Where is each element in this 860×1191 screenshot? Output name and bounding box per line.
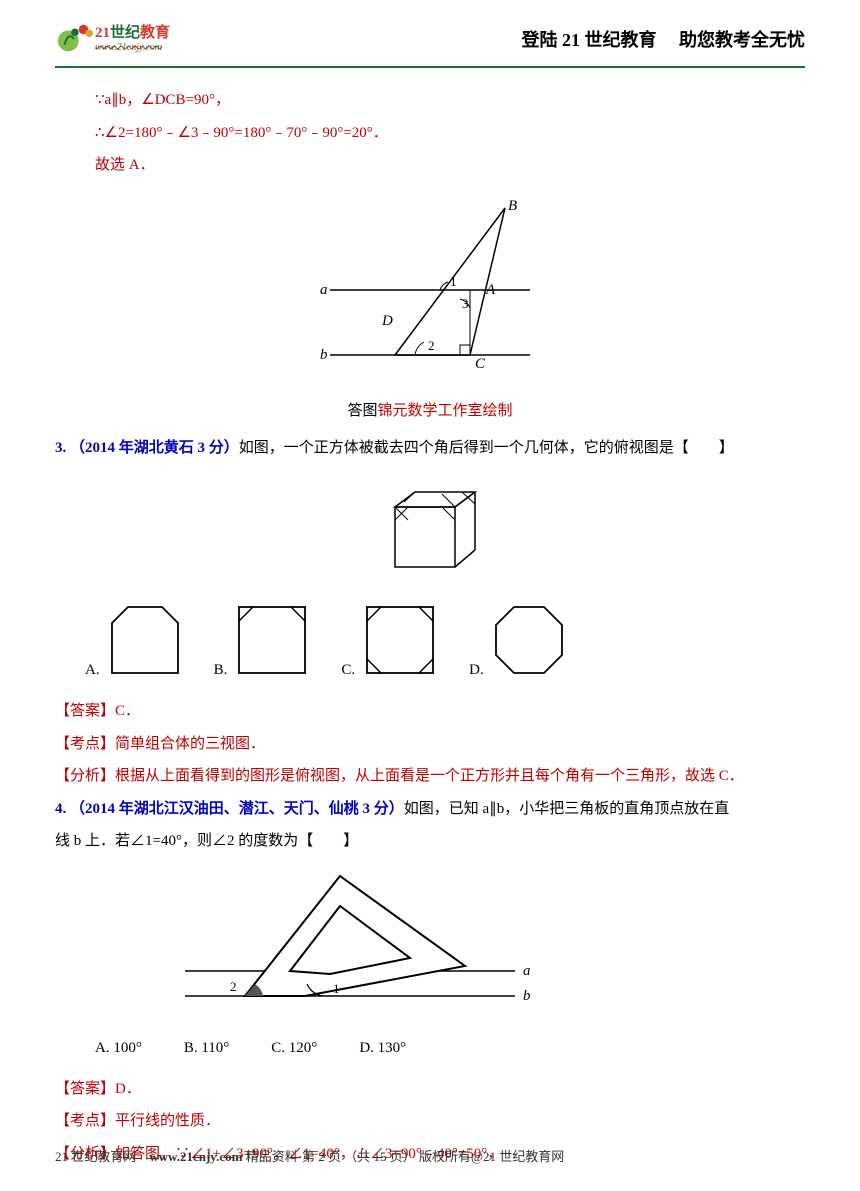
- q3-opt-b-icon: [233, 601, 311, 679]
- q3-option-b[interactable]: B.: [214, 601, 312, 679]
- svg-text:a: a: [523, 963, 531, 979]
- q3-stem: 3. （2014 年湖北黄石 3 分）如图，一个正方体被截去四个角后得到一个几何…: [55, 434, 805, 463]
- q4-figure: a b 1 2: [175, 866, 805, 1026]
- q3-fenxi: 【分析】根据从上面看得到的图形是俯视图，从上面看是一个正方形并且每个角有一个三角…: [55, 762, 805, 791]
- figure-1-caption: 答图锦元数学工作室绘制: [55, 399, 805, 420]
- sol-line-2: ∴∠2=180°﹣∠3﹣90°=180°﹣70°﹣90°=20°．: [95, 119, 805, 148]
- q4-answer: 【答案】D．: [55, 1075, 805, 1104]
- svg-text:B: B: [508, 198, 517, 214]
- svg-text:D: D: [381, 313, 393, 329]
- q4-stem-2: 线 b 上．若∠1=40°，则∠2 的度数为【 】: [55, 827, 805, 856]
- q4-kaodian: 【考点】平行线的性质．: [55, 1107, 805, 1136]
- svg-text:b: b: [523, 988, 531, 1004]
- q3-option-c[interactable]: C.: [341, 601, 439, 679]
- logo-text: 21世纪教育 www.21cnjy.com: [95, 25, 170, 53]
- q3-answer: 【答案】C．: [55, 697, 805, 726]
- figure-1: a b B A D C 1 2 3 答图锦元数学工作室绘制: [55, 190, 805, 420]
- q4-figure-svg: a b 1 2: [175, 866, 535, 1021]
- q4-option-d[interactable]: D. 130°: [359, 1040, 406, 1057]
- svg-text:a: a: [320, 282, 328, 298]
- svg-text:2: 2: [428, 338, 435, 353]
- q3-solid-svg: [360, 472, 500, 582]
- q3-option-a[interactable]: A.: [85, 601, 184, 679]
- q3-opt-a-icon: [106, 601, 184, 679]
- q4-option-b[interactable]: B. 110°: [184, 1040, 229, 1057]
- svg-text:2: 2: [230, 979, 237, 994]
- svg-text:b: b: [320, 347, 328, 363]
- q3-opt-c-icon: [361, 601, 439, 679]
- q4-options: A. 100° B. 110° C. 120° D. 130°: [95, 1040, 805, 1057]
- q3-kaodian: 【考点】简单组合体的三视图．: [55, 730, 805, 759]
- figure-1-svg: a b B A D C 1 2 3: [300, 190, 560, 400]
- svg-text:A: A: [485, 282, 496, 298]
- logo-cn: 21世纪教育: [95, 25, 170, 42]
- q4-option-c[interactable]: C. 120°: [271, 1040, 317, 1057]
- logo-url: www.21cnjy.com: [95, 42, 170, 53]
- page-footer: 21 世纪教育网 www.21cnjy.com 精品资料·第 2 页 （共 15…: [55, 1146, 805, 1165]
- q3-option-d[interactable]: D.: [469, 601, 568, 679]
- header-slogan: 登陆 21 世纪教育 助您教考全无忧: [522, 26, 806, 52]
- svg-text:1: 1: [333, 981, 340, 996]
- q4-stem-1: 4. （2014 年湖北江汉油田、潜江、天门、仙桃 3 分）如图，已知 a∥b，…: [55, 795, 805, 824]
- svg-text:C: C: [475, 356, 486, 372]
- q3-solid-figure: [55, 472, 805, 587]
- page-header: 21世纪教育 www.21cnjy.com 登陆 21 世纪教育 助您教考全无忧: [55, 20, 805, 68]
- q4-option-a[interactable]: A. 100°: [95, 1040, 142, 1057]
- q3-opt-d-icon: [490, 601, 568, 679]
- logo: 21世纪教育 www.21cnjy.com: [55, 20, 170, 58]
- svg-text:1: 1: [450, 274, 457, 289]
- sol-line-3: 故选 A．: [95, 151, 805, 180]
- q3-options: A. B. C. D.: [85, 601, 805, 679]
- sol-line-1: ∵a∥b，∠DCB=90°，: [95, 86, 805, 115]
- logo-icon: [55, 20, 93, 58]
